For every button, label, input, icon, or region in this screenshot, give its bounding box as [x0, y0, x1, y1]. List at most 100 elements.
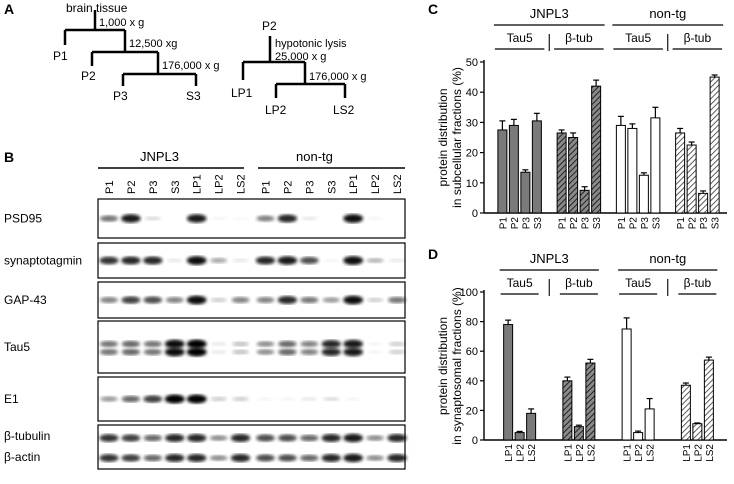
- lane-label: P3: [148, 181, 160, 194]
- y-tick-label: 60: [466, 346, 478, 358]
- blot-band: [387, 296, 407, 304]
- lane-labels: P1 P2 P3 S3 LP1 LP2 LS2 P1 P2 P3 S3 LP1 LP2 LS2: [104, 174, 404, 194]
- blot-band: [367, 216, 384, 221]
- blot-band: [186, 347, 207, 357]
- bar: [698, 192, 709, 214]
- blot-band: [121, 348, 141, 356]
- blot-band: [255, 256, 276, 265]
- tree-2: [241, 36, 347, 98]
- blot-band: [210, 396, 228, 402]
- blot-band: [278, 340, 297, 348]
- blot-band: [388, 341, 406, 347]
- blot-band: [143, 348, 162, 356]
- tree2-ls2: LS2: [333, 103, 355, 117]
- x-tick-label: LP2: [634, 444, 645, 462]
- tree2-lp1: LP1: [231, 86, 253, 100]
- x-tick-label: P1: [617, 217, 628, 230]
- blot-band: [232, 258, 249, 263]
- bar: [503, 324, 514, 441]
- blot-band: [232, 349, 250, 355]
- blot-band: [143, 256, 163, 265]
- blot-band: [143, 434, 163, 442]
- x-tick-label: LS2: [705, 444, 716, 462]
- blot-band: [99, 348, 119, 356]
- blot-band: [143, 395, 163, 403]
- blot-band: [165, 453, 185, 463]
- x-tick-label: P3: [640, 217, 651, 230]
- bar: [638, 174, 649, 214]
- bar: [497, 129, 508, 214]
- group-label: JNPL3: [530, 251, 569, 266]
- x-tick-label: LP1: [563, 444, 574, 462]
- subgroup-label: β-tub: [565, 31, 593, 45]
- lane-label: P1: [104, 181, 116, 194]
- panel-a-letter: A: [4, 1, 14, 17]
- blot-band: [164, 347, 185, 357]
- lane-label: LP1: [192, 174, 204, 194]
- blot-band: [210, 342, 227, 346]
- group-right-label: non-tg: [296, 149, 333, 164]
- x-tick-label: S3: [651, 217, 662, 230]
- tree2-lp2: LP2: [265, 103, 287, 117]
- bar: [692, 423, 703, 441]
- blot-band: [121, 214, 141, 223]
- y-tick-label: 40: [466, 87, 478, 99]
- blot-band: [321, 453, 341, 463]
- x-tick-label: S3: [533, 217, 544, 230]
- y-tick-label: 40: [466, 376, 478, 388]
- lane-label: LS2: [236, 174, 248, 194]
- blot-band: [323, 258, 340, 263]
- blot-band: [387, 433, 407, 443]
- blot-band: [100, 396, 118, 402]
- blot-band: [366, 297, 384, 303]
- lane-label: P1: [260, 181, 272, 194]
- panel-d: D protein distributionin synaptosomal fr…: [428, 246, 727, 462]
- blot-band: [277, 214, 298, 223]
- blot-label: E1: [4, 392, 19, 406]
- blot-label: GAP-43: [4, 293, 47, 307]
- y-tick-label: 0: [472, 208, 478, 220]
- y-tick-label: 100: [460, 287, 478, 299]
- blot-row: β-tubulin β-actin: [4, 424, 407, 470]
- group-label: JNPL3: [530, 6, 569, 21]
- blot-band: [186, 295, 207, 305]
- blot-band: [165, 297, 184, 303]
- y-tick-label: 50: [466, 57, 478, 69]
- bar: [508, 124, 519, 214]
- blot-band: [209, 455, 228, 461]
- tree1-p1: P1: [53, 49, 68, 63]
- blot-band: [300, 341, 319, 347]
- bar: [627, 127, 638, 214]
- blot-band: [166, 258, 183, 263]
- y-tick-label: 20: [466, 148, 478, 160]
- y-axis-label: protein distributionin synaptosomal frac…: [436, 287, 464, 444]
- y-tick-label: 20: [466, 405, 478, 417]
- x-tick-label: LP2: [693, 444, 704, 462]
- lane-label: LP2: [370, 174, 382, 194]
- blot-band: [209, 257, 228, 264]
- tree1-start: brain tissue: [66, 1, 128, 15]
- bar: [531, 120, 542, 214]
- blot-band: [99, 454, 119, 462]
- bar: [633, 432, 644, 441]
- blot-band: [300, 454, 319, 462]
- blot-band: [232, 396, 249, 402]
- tree1-spin2: 12,500 xg: [129, 38, 177, 50]
- blot-band: [121, 340, 141, 348]
- blot-band: [164, 339, 185, 349]
- bar: [568, 137, 579, 214]
- blot-band: [366, 435, 385, 441]
- x-tick-label: P3: [521, 217, 532, 230]
- blot-band: [186, 433, 207, 443]
- blot-band: [121, 454, 141, 462]
- blot-band: [367, 350, 384, 354]
- y-tick-label: 30: [466, 117, 478, 129]
- blot-band: [143, 296, 163, 304]
- panel-b: B JNPL3 non-tg P1 P2 P3 S3 LP1 LP2 LS2 P1 P2 P3 S3…: [4, 149, 407, 470]
- tree-1: [63, 10, 198, 86]
- y-tick-label: 80: [466, 317, 478, 329]
- blot-row: synaptotagmin: [4, 242, 406, 279]
- blot-row: GAP-43: [4, 281, 407, 319]
- bar: [520, 171, 531, 214]
